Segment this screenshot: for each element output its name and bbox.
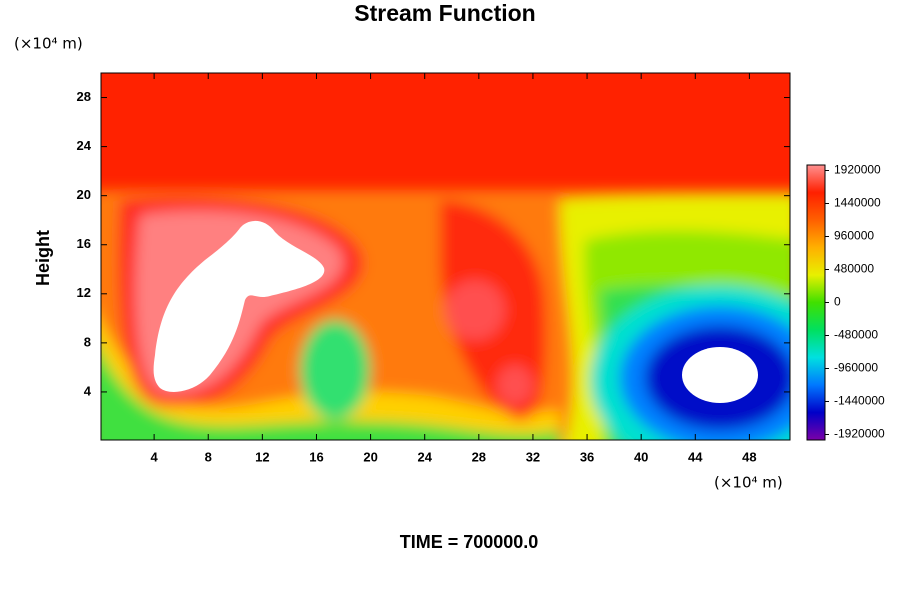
colorbar-tick-label: 1920000 — [834, 163, 881, 177]
x-tick-label: 44 — [688, 449, 703, 464]
colorbar-tick-label: -1440000 — [834, 394, 885, 408]
colorbar-tick-label: -1920000 — [834, 427, 885, 441]
y-unit: (×10⁴ m) — [14, 35, 83, 53]
colorbar — [806, 164, 826, 441]
y-tick-label: 16 — [77, 236, 91, 251]
y-tick-label: 8 — [84, 334, 91, 349]
x-tick-label: 48 — [742, 449, 756, 464]
y-tick-label: 4 — [84, 383, 92, 398]
x-tick-label: 24 — [417, 449, 432, 464]
colorbar-tick-label: -480000 — [834, 328, 878, 342]
chart-title: Stream Function — [354, 0, 535, 26]
colorbar-tick-label: 960000 — [834, 229, 874, 243]
x-tick-label: 4 — [151, 449, 159, 464]
colorbar-tick-label: 1440000 — [834, 196, 881, 210]
footer: TIME = 700000.0 — [400, 532, 539, 552]
x-tick-label: 8 — [205, 449, 212, 464]
y-tick-label: 28 — [77, 89, 91, 104]
y-tick-label: 24 — [77, 138, 92, 153]
y-tick-label: 20 — [77, 187, 91, 202]
contour-field — [101, 73, 790, 440]
x-unit: (×10⁴ m) — [714, 474, 783, 492]
colorbar-tick-label: 480000 — [834, 262, 874, 276]
x-tick-label: 20 — [363, 449, 377, 464]
x-tick-label: 36 — [580, 449, 594, 464]
colorbar-tick-label: 0 — [834, 295, 841, 309]
x-tick-label: 32 — [526, 449, 540, 464]
y-axis-label: Height — [33, 230, 53, 286]
x-tick-label: 12 — [255, 449, 269, 464]
x-tick-label: 28 — [472, 449, 486, 464]
plot-frame — [100, 72, 791, 441]
x-tick-label: 40 — [634, 449, 648, 464]
colorbar-tick-label: -960000 — [834, 361, 878, 375]
y-tick-label: 12 — [77, 285, 91, 300]
x-tick-label: 16 — [309, 449, 323, 464]
